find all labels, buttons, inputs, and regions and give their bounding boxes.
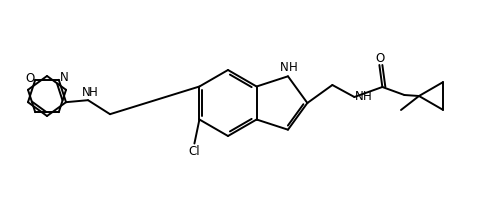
Text: H: H (363, 89, 372, 103)
Text: N: N (280, 61, 288, 74)
Text: O: O (26, 72, 35, 85)
Text: N: N (355, 89, 364, 103)
Text: N: N (60, 71, 68, 84)
Text: H: H (88, 86, 98, 99)
Text: H: H (288, 61, 298, 74)
Text: Cl: Cl (188, 145, 200, 158)
Text: N: N (82, 86, 90, 99)
Text: O: O (376, 51, 385, 65)
